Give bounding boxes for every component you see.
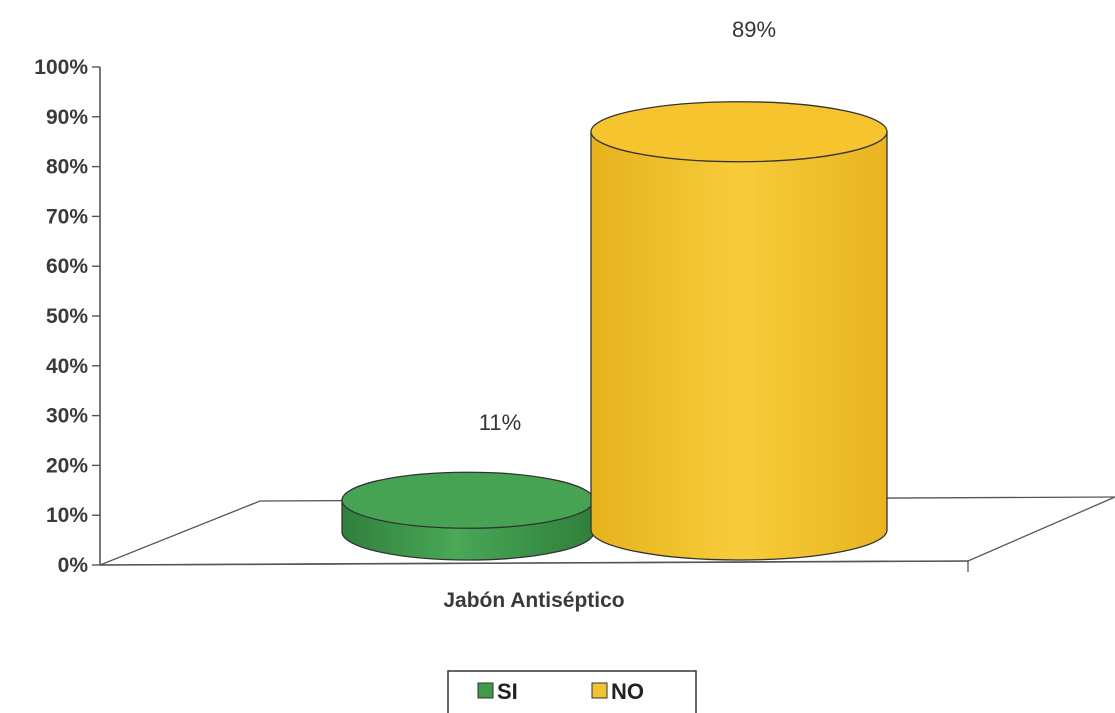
data-label-no: 89%	[732, 17, 776, 42]
y-tick-label: 0%	[58, 554, 89, 577]
y-tick-label: 90%	[46, 106, 88, 129]
bar-no	[590, 101, 888, 561]
legend: SI NO	[447, 670, 697, 713]
y-tick-label: 80%	[46, 156, 88, 179]
legend-swatch-si	[477, 682, 494, 699]
bar-no-body	[590, 131, 888, 561]
legend-swatch-no	[591, 682, 608, 699]
y-tick-label: 10%	[46, 504, 88, 527]
category-label: Jabón Antiséptico	[443, 589, 624, 612]
legend-label-si: SI	[497, 679, 518, 704]
y-tick-label: 100%	[34, 56, 88, 79]
bar-si	[341, 471, 595, 561]
y-tick-label: 70%	[46, 205, 88, 228]
legend-label-no: NO	[611, 679, 644, 704]
y-ticks: 0% 10% 20% 30% 40% 50% 60% 70% 80% 90% 100%	[34, 56, 100, 577]
x-axis	[99, 560, 969, 566]
bar-no-top	[590, 101, 888, 163]
y-tick-label: 50%	[46, 305, 88, 328]
data-label-si: 11%	[479, 410, 521, 435]
y-tick-label: 40%	[46, 355, 88, 378]
bar-si-top	[341, 471, 595, 529]
y-tick-label: 30%	[46, 405, 88, 428]
y-tick-label: 20%	[46, 454, 88, 477]
y-tick-label: 60%	[46, 255, 88, 278]
